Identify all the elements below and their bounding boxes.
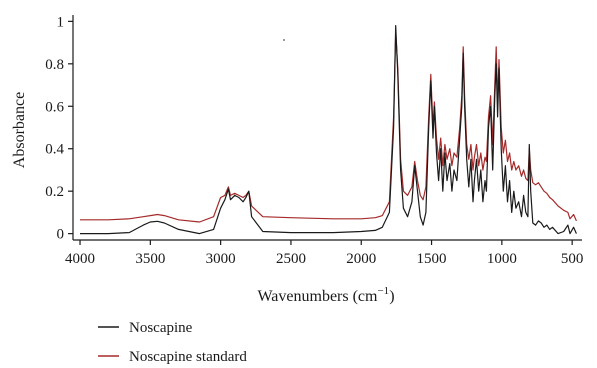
y-tick-label: 0 xyxy=(57,227,65,243)
y-tick-label: 1 xyxy=(57,14,65,30)
x-tick-label: 500 xyxy=(561,251,584,267)
stray-dot xyxy=(283,39,285,41)
x-tick-label: 1500 xyxy=(417,251,447,267)
legend-label-noscapine-standard: Noscapine standard xyxy=(129,349,247,365)
x-tick-label: 4000 xyxy=(65,251,95,267)
x-axis-title: Wavenumbers (cm−1) xyxy=(257,285,394,305)
series-layer xyxy=(80,25,577,235)
x-tick-label: 3000 xyxy=(206,251,236,267)
series-line-noscapine-standard xyxy=(80,31,577,223)
x-tick-label: 1000 xyxy=(487,251,517,267)
series-line-noscapine xyxy=(80,25,577,235)
y-axis-title: Absorbance xyxy=(11,92,28,168)
y-tick-label: 0.2 xyxy=(45,184,64,200)
y-tick-label: 0.8 xyxy=(45,57,64,73)
y-tick-label: 0.6 xyxy=(45,99,64,115)
legend-label-noscapine: Noscapine xyxy=(129,320,193,336)
legend: Noscapine Noscapine standard xyxy=(98,320,247,365)
x-tick-label: 2500 xyxy=(276,251,306,267)
y-tick-label: 0.4 xyxy=(45,142,64,158)
x-tick-label: 3500 xyxy=(135,251,165,267)
axes-layer xyxy=(72,15,582,241)
y-ticks: 0 0.2 0.4 0.6 0.8 1 xyxy=(45,14,73,243)
x-ticks: 4000 3500 3000 2500 2000 1500 1000 500 xyxy=(65,240,583,267)
x-tick-label: 2000 xyxy=(346,251,376,267)
